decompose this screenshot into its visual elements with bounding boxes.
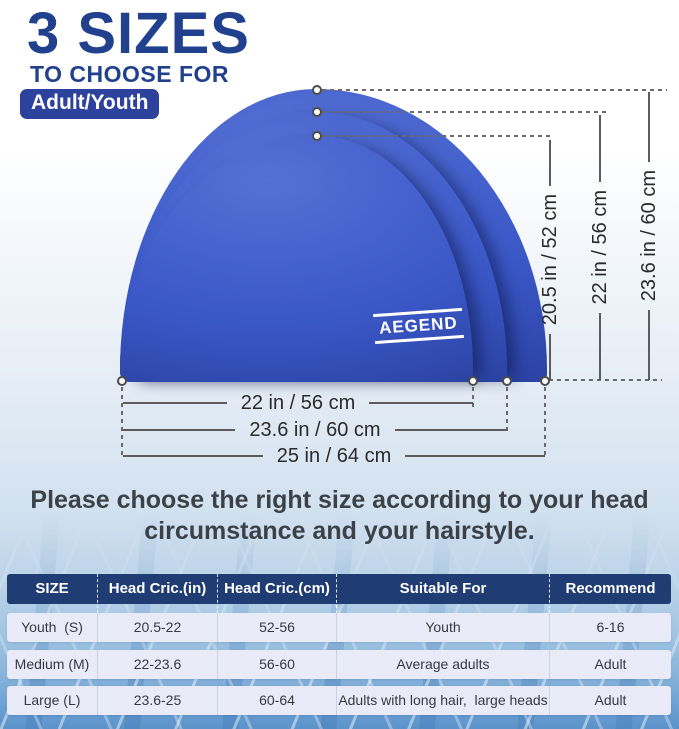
extension-line: [472, 387, 474, 409]
height-label-small: 20.5 in / 52 cm: [538, 194, 561, 326]
height-label-large: 23.6 in / 60 cm: [637, 170, 660, 302]
width-label-small: 22 in / 56 cm: [240, 391, 356, 414]
dimension-line: [549, 140, 551, 187]
table-cell: 20.5-22: [97, 613, 217, 642]
extension-line: [544, 387, 546, 459]
table-cell: 56-60: [217, 650, 336, 679]
width-label-medium: 23.6 in / 60 cm: [249, 418, 381, 441]
table-cell: 52-56: [217, 613, 336, 642]
extension-line: [121, 387, 123, 459]
table-cell: 22-23.6: [97, 650, 217, 679]
dimension-line: [549, 333, 551, 380]
table-row-large: Large (L) 23.6-25 60-64 Adults with long…: [7, 686, 671, 715]
audience-badge: Adult/Youth: [20, 89, 160, 119]
size-advice-line1: Please choose the right size according t…: [30, 486, 649, 514]
brand-logo: AEGEND: [373, 307, 464, 345]
dimension-line: [123, 402, 227, 404]
extension-line: [322, 135, 552, 137]
column-header-head-cric-in: Head Cric.(in): [97, 574, 217, 634]
column-header-suitable-for: Suitable For: [336, 574, 549, 634]
dimension-line: [648, 92, 650, 163]
table-cell: 60-64: [217, 686, 336, 715]
dimension-line: [123, 429, 236, 431]
dimension-line: [394, 429, 507, 431]
table-cell: Medium (M): [14, 656, 90, 672]
dimension-marker: [540, 376, 550, 386]
table-cell: Youth (S): [21, 619, 83, 635]
table-cell: Average adults: [336, 650, 549, 679]
dimension-marker: [468, 376, 478, 386]
dimension-marker: [117, 376, 127, 386]
height-dimension-large: 23.6 in / 60 cm: [636, 92, 662, 380]
table-cell: 6-16: [549, 613, 671, 642]
size-advice-line2: circumstance and your hairstyle.: [144, 517, 535, 545]
page-subtitle: TO CHOOSE FOR: [30, 61, 230, 87]
dimension-line: [648, 309, 650, 380]
page-title: 3 SIZES: [27, 1, 250, 66]
dimension-marker: [312, 107, 322, 117]
table-cell: 23.6-25: [97, 686, 217, 715]
dimension-line: [405, 455, 546, 457]
width-dimension-small: 22 in / 56 cm: [123, 391, 474, 415]
table-cell: Adult: [549, 650, 671, 679]
table-cell: Youth: [336, 613, 549, 642]
width-dimension-large: 25 in / 64 cm: [123, 444, 546, 468]
dimension-marker: [502, 376, 512, 386]
table-row-youth: Youth (S) 20.5-22 52-56 Youth 6-16: [7, 613, 671, 642]
table-cell: Adult: [549, 686, 671, 715]
dimension-marker: [312, 131, 322, 141]
size-advice-note: Please choose the right size according t…: [0, 485, 679, 547]
height-dimension-small: 20.5 in / 52 cm: [537, 140, 563, 380]
height-dimension-medium: 22 in / 56 cm: [587, 115, 613, 381]
dimension-line: [123, 455, 263, 457]
width-label-large: 25 in / 64 cm: [276, 444, 392, 467]
extension-line: [549, 379, 662, 381]
dimension-marker: [312, 85, 322, 95]
extension-line: [322, 89, 667, 91]
height-label-medium: 22 in / 56 cm: [588, 190, 611, 305]
extension-line: [506, 387, 508, 434]
width-dimension-medium: 23.6 in / 60 cm: [123, 418, 507, 442]
dimension-line: [599, 115, 601, 183]
column-header-head-cric-cm: Head Cric.(cm): [217, 574, 336, 634]
column-header-size: SIZE: [35, 580, 69, 597]
extension-line: [322, 111, 607, 113]
table-row-medium: Medium (M) 22-23.6 56-60 Average adults …: [7, 650, 671, 679]
dimension-line: [369, 402, 474, 404]
size-table-header: SIZE Head Cric.(in) Head Cric.(cm) Suita…: [7, 574, 671, 634]
table-cell: Adults with long hair, large heads: [336, 686, 549, 715]
dimension-line: [599, 312, 601, 381]
table-cell: Large (L): [23, 692, 81, 708]
